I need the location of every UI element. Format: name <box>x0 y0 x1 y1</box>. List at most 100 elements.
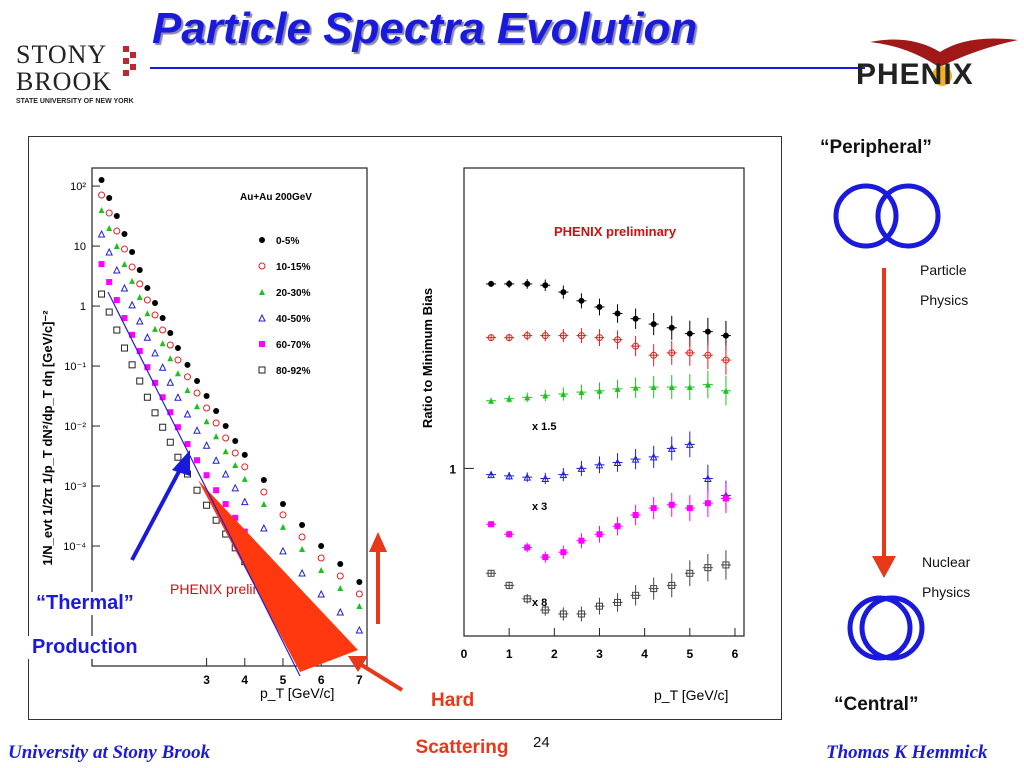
ratio-point-2-13 <box>722 387 729 394</box>
spectra-point-4-13 <box>203 472 210 479</box>
ratio-point-2-7 <box>614 385 621 392</box>
spectra-point-2-21 <box>318 567 325 574</box>
spectra-point-2-20 <box>299 546 306 553</box>
spectra-point-1-5 <box>136 280 144 288</box>
spectra-point-0-16 <box>232 438 239 445</box>
thermal-label: “Thermal” <box>32 592 138 615</box>
ratio-xtick-label: 4 <box>641 647 648 661</box>
spectra-point-2-17 <box>241 475 248 482</box>
spectra-legend-marker-2 <box>259 289 265 295</box>
spectra-point-4-6 <box>144 364 151 371</box>
spectra-point-4-5 <box>136 348 143 355</box>
spectra-point-0-18 <box>260 477 267 484</box>
spectra-point-3-9 <box>166 378 175 386</box>
spectra-legend-marker-4 <box>259 341 265 347</box>
hard-scatter-arrow-icon <box>358 662 404 692</box>
thermal-arrow-icon <box>130 461 186 561</box>
spectra-point-4-4 <box>129 331 136 338</box>
spectra-point-0-21 <box>318 543 325 550</box>
spectra-point-2-12 <box>194 403 201 410</box>
spectra-point-0-10 <box>174 345 181 352</box>
scale-label-1: x 1.5 <box>532 421 556 433</box>
spectra-legend-marker-1 <box>258 262 266 270</box>
scattering-label: Scattering <box>383 728 541 768</box>
spectra-point-5-3 <box>120 344 128 352</box>
spectra-point-4-2 <box>113 297 120 304</box>
spectra-point-2-16 <box>232 462 239 469</box>
spectra-point-3-11 <box>183 409 192 418</box>
ratio-point-3-4 <box>559 470 568 479</box>
spectra-ytick-label: 10² <box>70 181 86 193</box>
ratio-point-1-10 <box>668 349 676 357</box>
ratio-xtick-label: 5 <box>686 647 693 661</box>
ratio-point-3-0 <box>487 470 495 479</box>
spectra-point-1-16 <box>231 449 239 457</box>
stony-brook-logo <box>123 46 136 76</box>
spectra-legend-marker-5 <box>258 366 266 374</box>
spectra-point-1-0 <box>98 191 106 199</box>
spectra-point-0-13 <box>203 393 210 400</box>
spectra-point-1-9 <box>166 341 174 349</box>
spectra-point-2-7 <box>152 325 159 332</box>
spectra-point-4-0 <box>98 261 105 268</box>
spectra-xtick-label: 6 <box>318 673 325 687</box>
spectra-point-3-20 <box>298 568 306 577</box>
spectra-xtick-label: 5 <box>280 673 287 687</box>
spectra-legend-marker-3 <box>258 313 266 322</box>
spectra-xlabel: p_T [GeV/c] <box>260 685 334 701</box>
spectra-point-2-0 <box>98 207 105 214</box>
spectra-point-1-14 <box>212 419 220 427</box>
spectra-point-2-22 <box>337 585 344 592</box>
spectra-legend-label-4: 60-70% <box>276 340 311 351</box>
spectra-ytick-label: 10⁻⁴ <box>63 541 86 553</box>
spectra-legend-marker-0 <box>259 237 265 243</box>
spectra-point-2-14 <box>213 433 220 440</box>
spectra-point-1-2 <box>113 227 121 235</box>
spectra-point-2-19 <box>279 523 286 530</box>
hard-label: Hard <box>431 690 475 711</box>
ratio-point-5-11 <box>686 569 694 577</box>
ratio-point-4-2 <box>524 544 531 551</box>
spectra-point-1-1 <box>105 209 113 217</box>
ratio-point-5-5 <box>577 610 585 618</box>
spectra-point-2-23 <box>356 603 363 610</box>
ratio-point-2-4 <box>560 391 567 398</box>
ratio-point-0-3 <box>542 282 549 289</box>
spectra-point-5-4 <box>128 361 136 369</box>
spectra-point-5-10 <box>174 453 182 461</box>
spectra-point-3-8 <box>158 363 167 371</box>
spectra-point-3-14 <box>212 456 220 464</box>
spectra-point-3-3 <box>120 283 129 292</box>
spectra-point-1-23 <box>355 590 363 598</box>
spectra-point-3-19 <box>279 546 287 555</box>
spectra-point-5-2 <box>113 326 121 334</box>
phenix-logo <box>870 38 1018 86</box>
ratio-point-3-12 <box>704 474 712 482</box>
ratio-point-2-5 <box>578 389 585 396</box>
spectra-point-3-1 <box>105 247 113 256</box>
ratio-ytick-label: 1 <box>449 462 456 476</box>
ratio-point-4-12 <box>704 500 711 507</box>
ratio-point-1-4 <box>559 332 567 340</box>
spectra-point-3-18 <box>260 523 268 532</box>
spectra-point-3-17 <box>240 497 249 506</box>
ratio-point-0-0 <box>488 280 495 287</box>
spectra-point-2-15 <box>222 448 229 455</box>
ratio-point-3-6 <box>595 460 604 469</box>
spectra-point-1-8 <box>159 326 167 334</box>
ratio-point-4-3 <box>542 554 549 561</box>
spectra-point-1-6 <box>143 296 151 304</box>
slide-title: Particle Spectra Evolution <box>152 4 698 53</box>
ratio-point-1-9 <box>650 351 658 359</box>
production-label: Production <box>28 636 142 659</box>
evolution-arrowhead-icon <box>872 556 896 578</box>
spectra-point-5-8 <box>159 423 167 431</box>
ratio-point-3-8 <box>631 454 640 463</box>
ratio-ylabel: Ratio to Minimum Bias <box>420 288 435 428</box>
spectra-legend-label-0: 0-5% <box>276 236 299 247</box>
ratio-point-0-1 <box>506 280 513 287</box>
ratio-point-5-1 <box>505 581 513 589</box>
ratio-point-2-6 <box>596 387 603 394</box>
particle-physics-label-line2: Physics <box>920 292 969 308</box>
